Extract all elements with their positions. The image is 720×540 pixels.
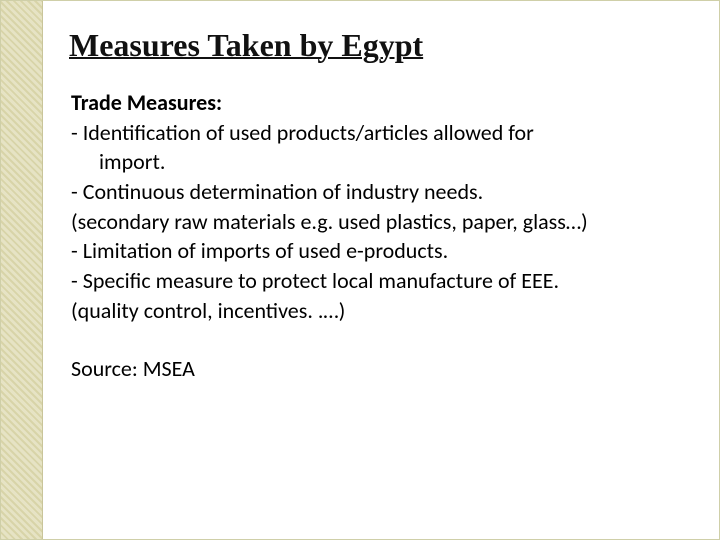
bullet-line: (secondary raw materials e.g. used plast… bbox=[71, 208, 588, 235]
body-content: Trade Measures: - Identification of used… bbox=[71, 88, 689, 383]
slide-frame: Measures Taken by Egypt Trade Measures: … bbox=[0, 0, 720, 540]
bullet-line: - Continuous determination of industry n… bbox=[71, 178, 483, 205]
bullet-line: - Identification of used products/articl… bbox=[71, 119, 534, 146]
bullet-line: - Limitation of imports of used e-produc… bbox=[71, 237, 448, 264]
bullet-line: - Specific measure to protect local manu… bbox=[71, 267, 559, 294]
section-subhead: Trade Measures: bbox=[71, 89, 222, 116]
bullet-line: (quality control, incentives. .…) bbox=[71, 297, 345, 324]
source-line: Source: MSEA bbox=[71, 354, 689, 384]
bullet-line-continuation: import. bbox=[71, 147, 689, 177]
page-title: Measures Taken by Egypt bbox=[69, 27, 689, 64]
